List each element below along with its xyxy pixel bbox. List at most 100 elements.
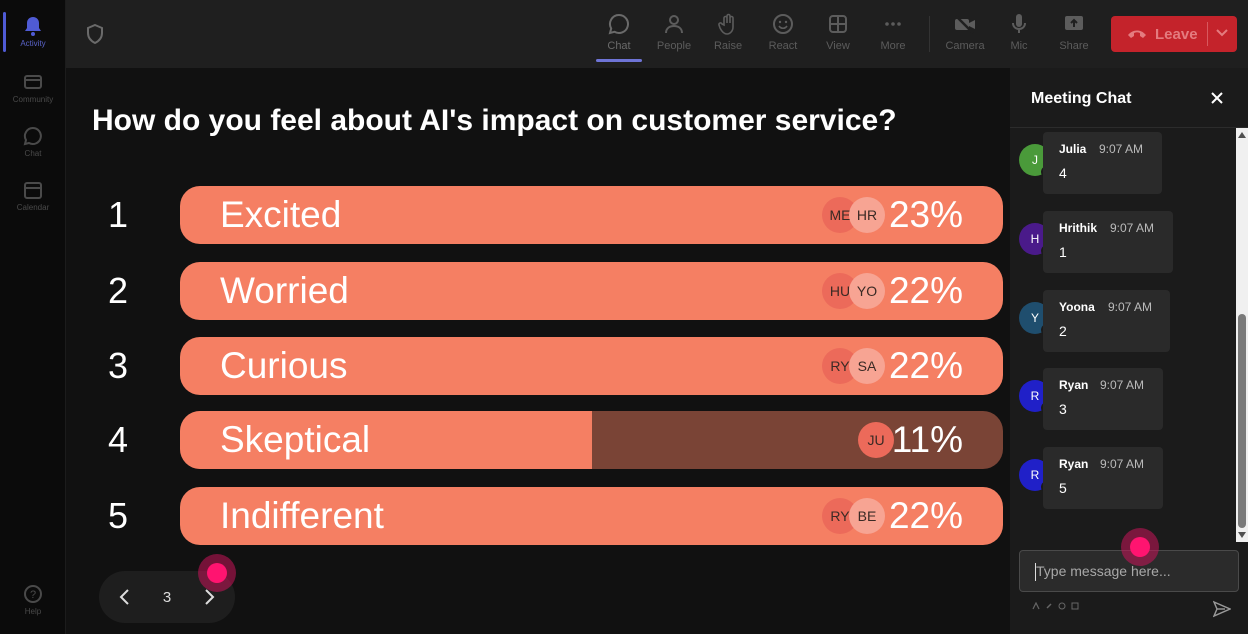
- message-text: 2: [1059, 323, 1067, 339]
- option-percent: 23%: [888, 194, 963, 235]
- rail-item-calendar[interactable]: Calendar: [0, 170, 66, 222]
- chat-title: Meeting Chat: [1031, 90, 1132, 107]
- poll-option-4: 4 Skeptical JU 11%: [92, 411, 1004, 469]
- toolbar-button-label: React: [768, 40, 798, 52]
- toolbar-divider: [929, 16, 930, 52]
- message-time: 9:07 AM: [1099, 142, 1144, 156]
- message-time: 9:07 AM: [1110, 221, 1155, 235]
- community-icon: [23, 72, 43, 92]
- message-bubble: Julia 9:07 AM 4: [1043, 132, 1162, 194]
- toolbar-button-label: Camera: [945, 40, 985, 52]
- message-text: 5: [1059, 480, 1067, 496]
- format-icon[interactable]: [1031, 601, 1040, 610]
- shield-icon: [86, 23, 106, 45]
- rail-item-label: Calendar: [16, 203, 50, 212]
- text-caret: [1035, 563, 1036, 581]
- voter-avatar: BE: [849, 498, 885, 534]
- emoji-icon[interactable]: [1057, 601, 1066, 610]
- toolbar-button-label: Chat: [607, 40, 631, 52]
- leave-button[interactable]: Leave: [1111, 16, 1237, 52]
- poll-stage: How do you feel about AI's impact on cus…: [66, 68, 1010, 634]
- avatar-initial: R: [1030, 468, 1040, 482]
- page-number: 3: [162, 589, 172, 606]
- chat-divider: [1010, 127, 1248, 128]
- option-bar: Worried HU YO 22%: [180, 262, 1003, 320]
- toolbar-people-button[interactable]: People: [648, 8, 700, 60]
- scrollbar-thumb[interactable]: [1238, 314, 1246, 528]
- scroll-up-arrow-icon[interactable]: [1238, 132, 1246, 138]
- bell-icon: [23, 16, 43, 36]
- svg-text:?: ?: [30, 589, 36, 601]
- sender-name: Yoona: [1059, 300, 1095, 314]
- option-number: 1: [108, 194, 129, 235]
- chat-icon: [607, 12, 631, 36]
- option-label: Worried: [220, 270, 349, 311]
- rail-item-community[interactable]: Community: [0, 62, 66, 114]
- message-time: 9:07 AM: [1108, 300, 1153, 314]
- meeting-chat-panel: Meeting Chat J Julia 9:07 AM 4 H Hrithik…: [1010, 68, 1248, 634]
- toolbar-react-button[interactable]: React: [757, 8, 809, 60]
- avatar-initial: J: [1032, 153, 1038, 167]
- chevron-left-icon[interactable]: [115, 587, 135, 607]
- toolbar-button-label: View: [826, 40, 850, 52]
- scroll-down-arrow-icon[interactable]: [1238, 532, 1246, 538]
- message-time: 9:07 AM: [1100, 457, 1145, 471]
- option-number: 3: [108, 345, 129, 386]
- leave-divider: [1207, 22, 1208, 46]
- meeting-toolbar: Chat People Raise React View More Camera…: [66, 0, 1248, 68]
- toolbar-button-label: Mic: [1010, 40, 1028, 52]
- toolbar-mic-button[interactable]: Mic: [993, 8, 1045, 60]
- option-bar: Indifferent RY BE 22%: [180, 487, 1003, 545]
- option-bar-fill: [180, 411, 592, 469]
- poll-option-1: 1 Excited ME HR 23%: [92, 186, 1004, 244]
- raise-hand-icon: [716, 12, 740, 36]
- rail-item-activity[interactable]: Activity: [0, 6, 66, 58]
- leave-label: Leave: [1155, 25, 1198, 43]
- sender-name: Julia: [1059, 142, 1087, 156]
- chat-scrollbar[interactable]: [1236, 128, 1248, 542]
- option-number: 4: [108, 419, 129, 460]
- message-bubble: Hrithik 9:07 AM 1: [1043, 211, 1173, 273]
- avatar-initial: R: [1030, 389, 1040, 403]
- help-icon: ?: [23, 584, 43, 604]
- option-bar: Curious RY SA 22%: [180, 337, 1003, 395]
- rail-item-help[interactable]: ? Help: [0, 574, 66, 626]
- rail-item-chat[interactable]: Chat: [0, 116, 66, 168]
- composer-tools: [1031, 601, 1079, 610]
- option-percent: 22%: [888, 270, 963, 311]
- more-icon: [881, 12, 905, 36]
- toolbar-view-button[interactable]: View: [812, 8, 864, 60]
- toolbar-chat-button[interactable]: Chat: [593, 8, 645, 62]
- voter-avatar: JU: [858, 422, 894, 458]
- react-icon: [771, 12, 795, 36]
- toolbar-share-button[interactable]: Share: [1048, 8, 1100, 60]
- option-label: Curious: [220, 345, 348, 386]
- poll-question: How do you feel about AI's impact on cus…: [92, 104, 897, 137]
- voter-avatar: YO: [849, 273, 885, 309]
- toolbar-button-label: Share: [1059, 40, 1089, 52]
- people-icon: [662, 12, 686, 36]
- cursor-indicator: [1121, 528, 1159, 566]
- message-composer: [1019, 550, 1239, 592]
- app-rail: Activity Community Chat Calendar ? Help: [0, 0, 66, 634]
- avatar-initial: Y: [1030, 311, 1039, 325]
- option-percent: 11%: [891, 419, 963, 460]
- toolbar-more-button[interactable]: More: [867, 8, 919, 60]
- gif-icon[interactable]: [1070, 601, 1079, 610]
- toolbar-raise-button[interactable]: Raise: [702, 8, 754, 60]
- close-icon[interactable]: [1209, 90, 1225, 106]
- poll-option-2: 2 Worried HU YO 22%: [92, 262, 1004, 320]
- poll-option-5: 5 Indifferent RY BE 22%: [92, 487, 1004, 545]
- send-icon[interactable]: [1212, 600, 1232, 618]
- rail-item-label: Help: [24, 607, 42, 616]
- toolbar-camera-button[interactable]: Camera: [939, 8, 991, 60]
- option-label: Skeptical: [220, 419, 371, 460]
- message-bubble: Ryan 9:07 AM 3: [1043, 368, 1163, 430]
- camera-off-icon: [953, 12, 977, 36]
- sender-name: Ryan: [1059, 378, 1089, 392]
- rail-item-label: Community: [12, 95, 54, 104]
- chevron-right-icon[interactable]: [199, 587, 219, 607]
- chevron-down-icon[interactable]: [1215, 26, 1229, 40]
- voter-avatar: HR: [849, 197, 885, 233]
- attach-icon[interactable]: [1044, 601, 1053, 610]
